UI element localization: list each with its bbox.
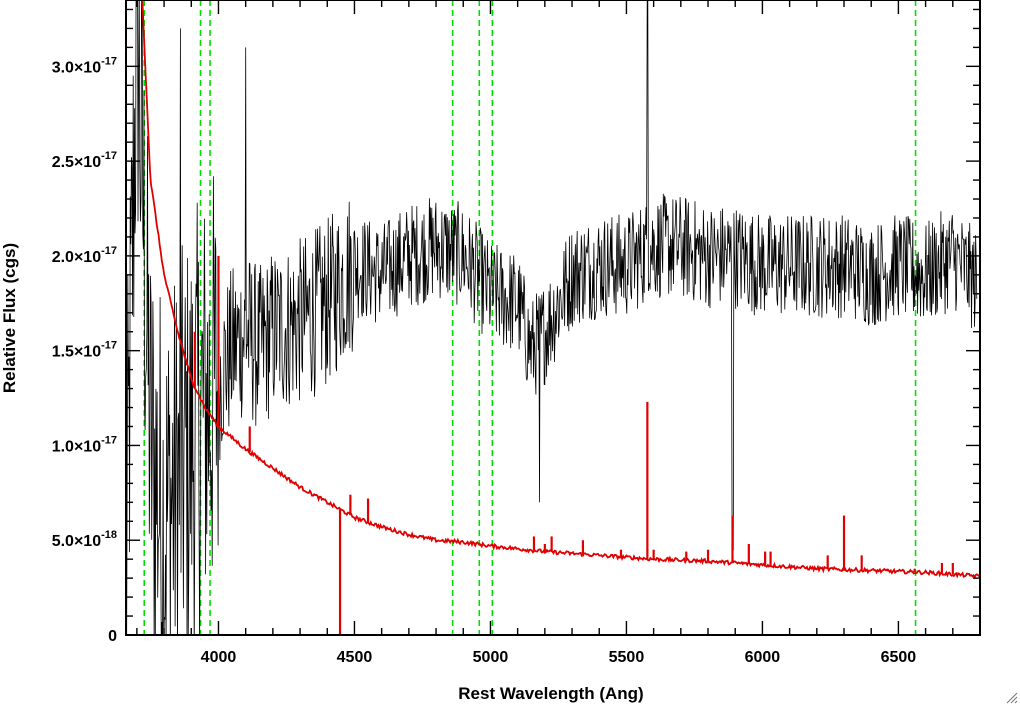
- y-tick-label: 2.5×10-17: [52, 150, 117, 171]
- x-tick-label: 6000: [745, 649, 781, 666]
- y-tick-label: 0: [108, 628, 117, 645]
- plot-frame: [125, 0, 981, 636]
- x-tick-label: 6500: [881, 649, 917, 666]
- y-tick-label: 3.0×10-17: [52, 55, 117, 76]
- y-tick-label: 1.0×10-17: [52, 434, 117, 455]
- x-tick-label: 4000: [201, 649, 237, 666]
- y-tick-label: 1.5×10-17: [52, 340, 117, 361]
- x-tick-label: 5500: [609, 649, 645, 666]
- y-tick-label: 5.0×10-18: [52, 529, 117, 550]
- series-layer: [126, 0, 980, 635]
- noise-spectrum-line: [141, 0, 980, 580]
- axes: 4000 4500 5000 5500 6000 6500 0 5.0×10-18 1.0×10…: [52, 0, 981, 666]
- x-tick-label: 4500: [337, 649, 373, 666]
- resize-grip-icon[interactable]: [1006, 692, 1018, 704]
- observed-spectrum-line: [126, 0, 978, 635]
- y-axis-title: Relative Flux (cgs): [0, 243, 19, 393]
- emission-line-markers: [143, 0, 917, 635]
- y-tick-label: 2.0×10-17: [52, 245, 117, 266]
- x-axis-title: Rest Wavelength (Ang): [458, 684, 643, 703]
- x-tick-label: 5000: [473, 649, 509, 666]
